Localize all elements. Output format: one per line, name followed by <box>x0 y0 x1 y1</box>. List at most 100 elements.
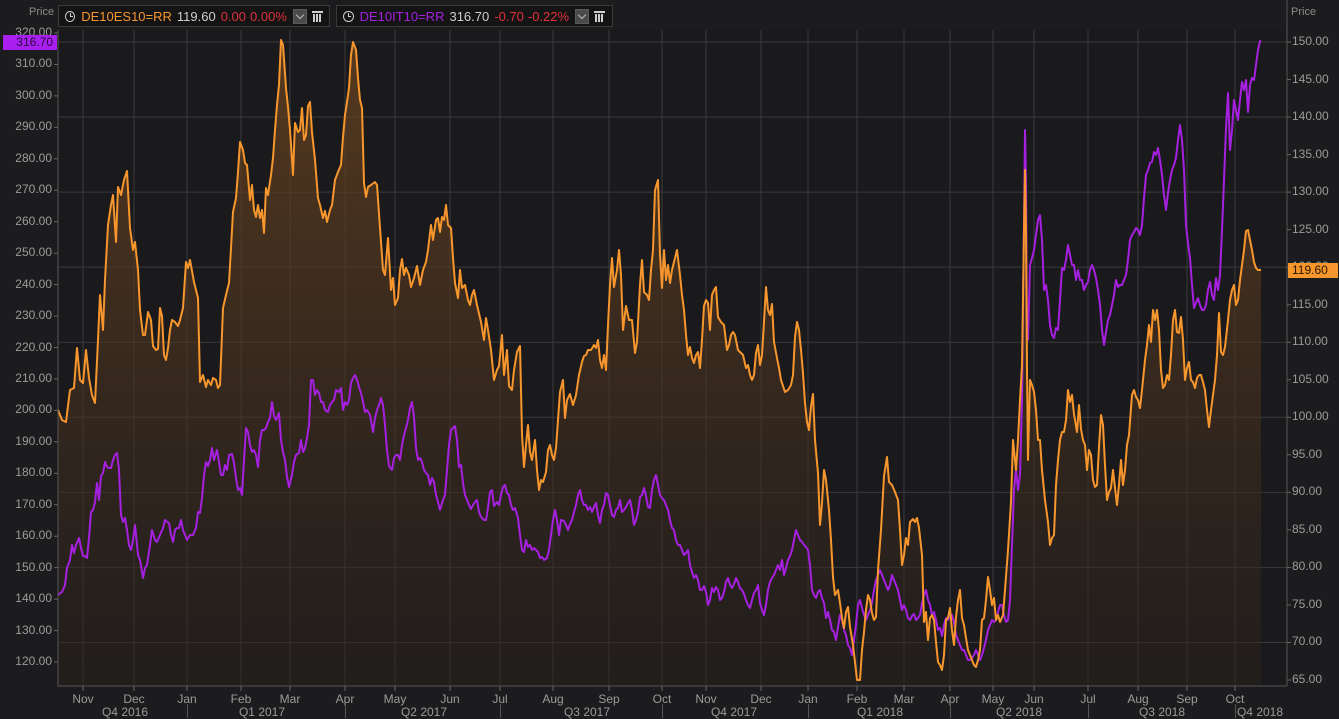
x-month-label: Jun <box>440 692 460 706</box>
quarter-separator <box>808 704 809 718</box>
quarter-separator <box>500 704 501 718</box>
left-axis-tick: 140.00 <box>15 591 52 606</box>
x-month-label: Aug <box>1127 692 1149 706</box>
trash-icon[interactable] <box>594 10 605 22</box>
legend-last-price: 316.70 <box>449 8 490 24</box>
clock-icon <box>65 10 76 22</box>
x-quarter-label: Q4 2016 <box>101 705 149 719</box>
axis-ticks <box>54 32 1291 691</box>
right-axis-tick: 140.00 <box>1292 109 1329 124</box>
x-month-label: Nov <box>695 692 717 706</box>
right-axis-tick: 65.00 <box>1292 672 1323 686</box>
right-axis-tick: 115.00 <box>1292 296 1328 311</box>
right-axis-tick: 110.00 <box>1292 334 1328 349</box>
x-month-label: Oct <box>1225 692 1245 706</box>
quarter-separator <box>662 704 663 718</box>
right-axis-tick: 135.00 <box>1292 146 1329 161</box>
x-month-label: Jul <box>1080 692 1096 706</box>
x-month-label: Oct <box>652 692 672 706</box>
left-axis-tick: 180.00 <box>15 465 52 480</box>
right-axis-tick: 85.00 <box>1292 521 1323 536</box>
quarter-separator <box>187 704 188 718</box>
left-axis-tick: 150.00 <box>15 559 52 574</box>
legend-change: 0.00 <box>220 8 247 24</box>
left-axis-tick: 300.00 <box>15 87 52 102</box>
legend-change: -0.70 <box>494 8 524 24</box>
x-month-label: Sep <box>598 692 620 706</box>
legend-last-price: 119.60 <box>176 8 216 24</box>
x-month-label: Mar <box>893 692 915 706</box>
right-axis-tick: 125.00 <box>1292 221 1329 236</box>
x-month-label: Mar <box>279 692 301 706</box>
x-quarter-label: Q4 2018 <box>1236 705 1284 719</box>
trash-icon[interactable] <box>311 10 324 22</box>
right-axis-tick: 100.00 <box>1292 409 1329 424</box>
x-quarter-label: Q1 2018 <box>856 705 904 719</box>
right-axis-tick: 130.00 <box>1292 184 1329 199</box>
x-quarter-label: Q3 2017 <box>563 705 611 719</box>
x-quarter-label: Q3 2018 <box>1138 705 1186 719</box>
right-axis-tick: 150.00 <box>1292 34 1329 48</box>
left-axis-tick: 170.00 <box>15 496 52 511</box>
series-area-de10es10 <box>58 40 1261 686</box>
right-axis-tick: 80.00 <box>1292 559 1323 574</box>
left-axis-tick: 230.00 <box>15 308 52 323</box>
x-month-label: Apr <box>335 692 355 706</box>
chevron-down-icon[interactable] <box>575 8 590 24</box>
right-axis-title: Price <box>1291 6 1317 18</box>
right-axis-tick: 95.00 <box>1292 446 1323 461</box>
right-axis-tick: 105.00 <box>1292 371 1329 386</box>
right-axis-tick: 90.00 <box>1292 484 1323 499</box>
x-month-label: Nov <box>72 692 94 706</box>
x-quarter-label: Q1 2017 <box>238 705 286 719</box>
x-month-label: Sep <box>1176 692 1198 706</box>
left-axis-tick: 240.00 <box>15 276 52 291</box>
x-month-label: Jul <box>492 692 508 706</box>
x-month-label: Jan <box>798 692 818 706</box>
x-month-label: Jun <box>1024 692 1044 706</box>
x-month-label: Dec <box>750 692 772 706</box>
left-axis-tick: 210.00 <box>15 370 52 385</box>
left-last-value-tag: 316.70 <box>3 35 57 50</box>
right-axis-tick: 145.00 <box>1292 71 1329 86</box>
legend-pct-change: -0.22% <box>527 8 570 24</box>
legend-ric[interactable]: DE10IT10=RR <box>359 8 445 24</box>
left-axis-tick: 250.00 <box>15 245 52 260</box>
legend-pct-change: 0.00% <box>250 8 287 24</box>
left-axis-tick: 130.00 <box>15 622 52 637</box>
left-axis-tick: 160.00 <box>15 528 52 543</box>
left-axis-tick: 220.00 <box>15 339 52 354</box>
left-axis-tick: 290.00 <box>15 119 52 134</box>
x-quarter-label: Q2 2017 <box>400 705 448 719</box>
x-month-label: May <box>383 692 407 706</box>
x-month-label: Apr <box>940 692 960 706</box>
left-axis-tick: 260.00 <box>15 213 52 228</box>
quarter-separator <box>345 704 346 718</box>
left-axis-title: Price <box>29 6 55 18</box>
x-month-label: Dec <box>123 692 145 706</box>
x-month-label: Feb <box>846 692 868 706</box>
x-month-label: Feb <box>230 692 252 706</box>
right-axis-tick: 70.00 <box>1292 634 1323 649</box>
quarter-separator <box>950 704 951 718</box>
legend-item-de10it10[interactable]: DE10IT10=RR 316.70 -0.70 -0.22% <box>336 5 613 27</box>
x-quarter-label: Q4 2017 <box>710 705 758 719</box>
quarter-separator <box>1088 704 1089 718</box>
chevron-down-icon[interactable] <box>292 8 307 24</box>
left-axis-tick: 200.00 <box>15 402 52 417</box>
right-last-value-tag: 119.60 <box>1288 263 1338 278</box>
series-line-de10it10[interactable] <box>57 40 1262 661</box>
quarter-separator <box>1235 704 1236 718</box>
clock-icon <box>343 10 354 22</box>
left-axis-tick: 190.00 <box>15 433 52 448</box>
x-month-label: May <box>981 692 1005 706</box>
left-axis-tick: 270.00 <box>15 182 52 197</box>
x-quarter-label: Q2 2018 <box>995 705 1043 719</box>
left-axis-tick: 310.00 <box>15 56 52 71</box>
left-axis-tick: 120.00 <box>15 654 52 668</box>
legend-item-de10es10[interactable]: DE10ES10=RR 119.60 0.00 0.00% <box>58 5 330 27</box>
series-line-de10es10[interactable] <box>57 39 1261 681</box>
x-month-label: Jan <box>177 692 197 706</box>
legend-ric[interactable]: DE10ES10=RR <box>81 8 172 24</box>
